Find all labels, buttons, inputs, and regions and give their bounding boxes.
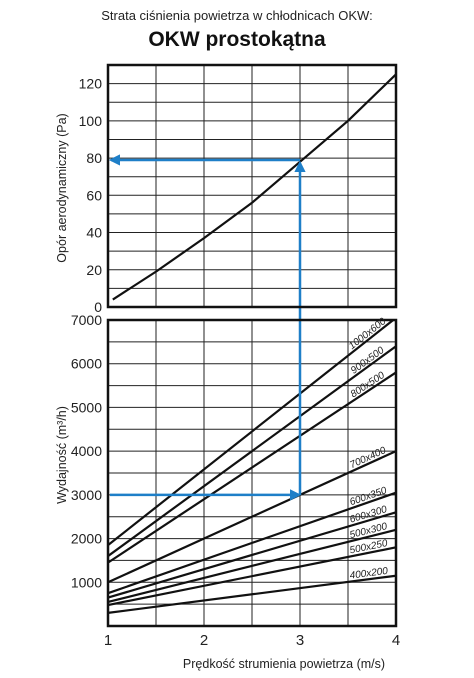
top-y-tick-120: 120	[79, 76, 103, 92]
top-panel-grid	[108, 65, 396, 307]
bottom-y-axis-label: Wydajność (m³/h)	[55, 406, 69, 504]
x-tick-2: 2	[200, 632, 208, 649]
bottom-y-tick-3000: 3000	[71, 487, 102, 503]
pressure-curve	[112, 73, 397, 301]
bottom-y-tick-6000: 6000	[71, 356, 102, 372]
top-y-tick-20: 20	[86, 262, 102, 278]
tick-labels: 0 20 40 60 80 100 120 1000 2000 3000 4000 5000 6000 7…	[71, 76, 400, 649]
series-label-1000x600: 1000x600	[347, 316, 389, 352]
flow-line-600x300	[107, 511, 397, 599]
flow-line-400x200	[107, 574, 397, 614]
top-y-tick-0: 0	[94, 299, 102, 315]
bottom-y-tick-5000: 5000	[71, 399, 102, 415]
flow-line-600x350	[107, 491, 397, 595]
flow-line-1000x600	[107, 319, 394, 546]
reading-path	[108, 154, 306, 501]
panel-frames	[106, 63, 398, 628]
bottom-panel-series	[107, 319, 397, 614]
flow-line-700x400	[107, 450, 397, 584]
bottom-y-tick-1000: 1000	[71, 574, 102, 590]
series-label-400x200: 400x200	[349, 566, 389, 582]
flow-line-500x250	[107, 546, 397, 607]
top-y-tick-40: 40	[86, 225, 102, 241]
top-y-tick-60: 60	[86, 187, 102, 203]
flow-line-900x500	[107, 345, 397, 557]
top-panel-frame	[106, 63, 398, 309]
bottom-y-tick-7000: 7000	[71, 312, 102, 328]
flow-line-500x300	[107, 528, 397, 604]
series-labels: 1000x600900x500800x500700x400600x350600x…	[347, 316, 389, 582]
x-tick-3: 3	[296, 632, 304, 649]
flow-line-800x500	[107, 371, 397, 564]
bottom-y-tick-4000: 4000	[71, 443, 102, 459]
x-tick-1: 1	[104, 632, 112, 649]
top-panel-series	[112, 73, 397, 301]
top-y-tick-80: 80	[86, 150, 102, 166]
chart-supertitle: Strata ciśnienia powietrza w chłodnicach…	[101, 8, 373, 23]
top-y-axis-label: Opór aerodynamiczny (Pa)	[55, 113, 69, 262]
x-axis-label: Prędkość strumienia powietrza (m/s)	[183, 657, 385, 671]
x-tick-4: 4	[392, 632, 400, 649]
top-y-tick-100: 100	[79, 113, 103, 129]
bottom-panel-frame	[106, 318, 398, 628]
bottom-y-tick-2000: 2000	[71, 531, 102, 547]
chart-title: OKW prostokątna	[148, 28, 326, 51]
